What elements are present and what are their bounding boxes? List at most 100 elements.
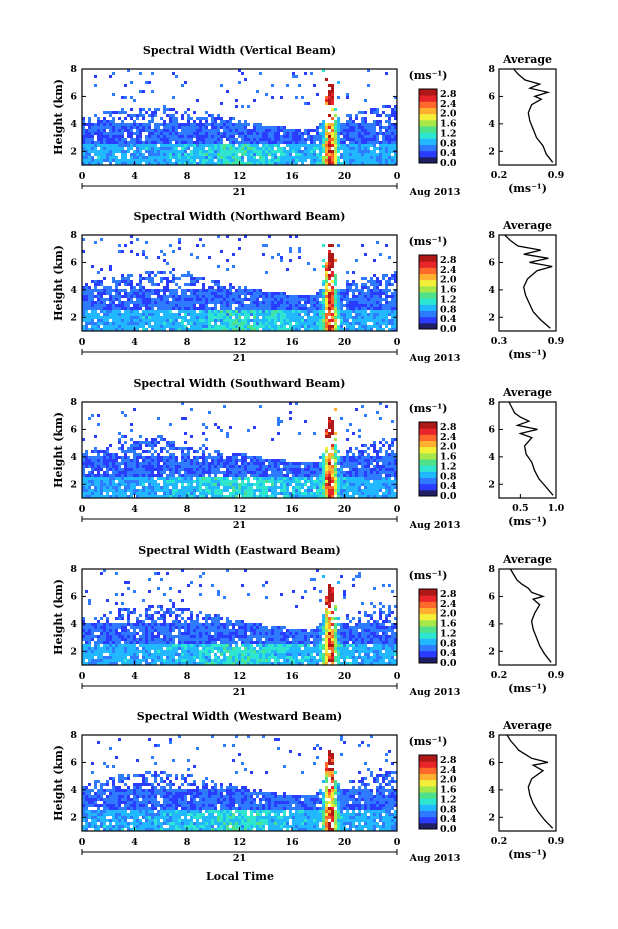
heatmap-cell bbox=[196, 486, 199, 489]
heatmap-cell bbox=[391, 147, 394, 150]
heatmap-cell bbox=[145, 495, 148, 498]
heatmap-cell bbox=[391, 123, 394, 126]
heatmap-cell bbox=[274, 471, 277, 474]
colorbar-segment bbox=[419, 119, 437, 127]
heatmap-cells bbox=[82, 402, 397, 498]
heatmap-cell bbox=[280, 480, 283, 483]
heatmap-cell bbox=[376, 280, 379, 283]
heatmap-cell bbox=[184, 492, 187, 495]
heatmap-cell bbox=[154, 111, 157, 114]
heatmap-cell bbox=[130, 274, 133, 277]
heatmap-cell bbox=[193, 495, 196, 498]
heatmap-cell bbox=[346, 465, 349, 468]
heatmap-cell bbox=[163, 304, 166, 307]
heatmap-cell bbox=[205, 438, 208, 441]
heatmap-cell bbox=[238, 301, 241, 304]
heatmap-cell bbox=[151, 144, 154, 147]
heatmap-cell bbox=[106, 325, 109, 328]
heatmap-cell bbox=[118, 447, 121, 450]
heatmap-cell bbox=[334, 459, 337, 462]
heatmap-cell bbox=[226, 259, 229, 262]
heatmap-cell bbox=[391, 489, 394, 492]
heatmap-cell bbox=[364, 459, 367, 462]
heatmap-cell bbox=[211, 120, 214, 123]
heatmap-cell bbox=[376, 289, 379, 292]
heatmap-cell bbox=[256, 292, 259, 295]
heatmap-cell bbox=[127, 283, 130, 286]
colorbar-tick-label: 1.6 bbox=[440, 119, 457, 130]
heatmap-cell bbox=[370, 111, 373, 114]
heatmap-cell bbox=[349, 480, 352, 483]
heatmap-cell bbox=[328, 138, 331, 141]
heatmap-cell bbox=[316, 93, 319, 96]
heatmap-cell bbox=[298, 301, 301, 304]
heatmap-cell bbox=[235, 322, 238, 325]
heatmap-cell bbox=[301, 96, 304, 99]
heatmap-cell bbox=[91, 414, 94, 417]
heatmap-cell bbox=[331, 426, 334, 429]
heatmap-cell bbox=[313, 301, 316, 304]
heatmap-cell bbox=[370, 328, 373, 331]
heatmap-cell bbox=[289, 235, 292, 238]
heatmap-cell bbox=[268, 162, 271, 165]
heatmap-cell bbox=[133, 465, 136, 468]
heatmap-cell bbox=[94, 435, 97, 438]
heatmap-cell bbox=[238, 289, 241, 292]
heatmap-cell bbox=[304, 307, 307, 310]
heatmap-cell bbox=[139, 150, 142, 153]
colorbar-segment bbox=[419, 113, 437, 121]
heatmap-cell bbox=[385, 72, 388, 75]
heatmap-cell bbox=[334, 280, 337, 283]
heatmap-cell bbox=[127, 483, 130, 486]
heatmap-cell bbox=[88, 486, 91, 489]
heatmap-cell bbox=[187, 313, 190, 316]
heatmap-cell bbox=[244, 286, 247, 289]
heatmap-cell bbox=[379, 465, 382, 468]
heatmap-cell bbox=[277, 432, 280, 435]
heatmap-cell bbox=[142, 325, 145, 328]
heatmap-cell bbox=[115, 126, 118, 129]
heatmap-cell bbox=[313, 319, 316, 322]
heatmap-cell bbox=[238, 69, 241, 72]
heatmap-cell bbox=[100, 304, 103, 307]
heatmap-cell bbox=[295, 129, 298, 132]
heatmap-cell bbox=[256, 298, 259, 301]
heatmap-cell bbox=[283, 138, 286, 141]
heatmap-cell bbox=[118, 322, 121, 325]
heatmap-cell bbox=[109, 114, 112, 117]
y-axis-label: Height (km) bbox=[52, 245, 65, 321]
heatmap-cell bbox=[238, 313, 241, 316]
heatmap-cell bbox=[136, 319, 139, 322]
heatmap-cell bbox=[382, 459, 385, 462]
heatmap-cell bbox=[352, 432, 355, 435]
heatmap-cell bbox=[187, 474, 190, 477]
heatmap-cell bbox=[112, 483, 115, 486]
heatmap-cell bbox=[145, 471, 148, 474]
heatmap-cell bbox=[235, 126, 238, 129]
heatmap-cell bbox=[337, 480, 340, 483]
heatmap-cell bbox=[217, 453, 220, 456]
heatmap-cell bbox=[292, 156, 295, 159]
heatmap-cell bbox=[178, 495, 181, 498]
heatmap-cell bbox=[217, 138, 220, 141]
heatmap-cell bbox=[262, 310, 265, 313]
heatmap-cell bbox=[355, 456, 358, 459]
heatmap-cell bbox=[211, 114, 214, 117]
heatmap-cell bbox=[97, 423, 100, 426]
heatmap-cell bbox=[262, 319, 265, 322]
heatmap-cell bbox=[358, 483, 361, 486]
heatmap-cell bbox=[112, 129, 115, 132]
heatmap-cell bbox=[220, 295, 223, 298]
heatmap-cell bbox=[265, 474, 268, 477]
heatmap-cell bbox=[97, 313, 100, 316]
heatmap-cell bbox=[166, 477, 169, 480]
heatmap-cell bbox=[313, 492, 316, 495]
heatmap-cell bbox=[235, 156, 238, 159]
heatmap-cell bbox=[115, 319, 118, 322]
heatmap-cell bbox=[328, 262, 331, 265]
heatmap-cell bbox=[280, 301, 283, 304]
heatmap-cell bbox=[217, 462, 220, 465]
heatmap-cell bbox=[172, 307, 175, 310]
heatmap-cell bbox=[190, 274, 193, 277]
heatmap-cell bbox=[274, 328, 277, 331]
